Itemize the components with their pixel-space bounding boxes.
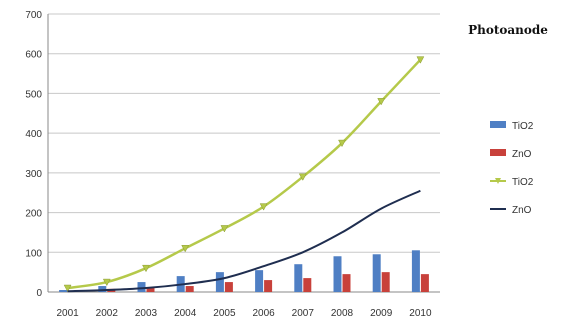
series-line <box>67 189 421 293</box>
y-tick-label: 100 <box>25 248 42 259</box>
x-tick-label: 2008 <box>331 308 354 319</box>
x-tick-label: 2002 <box>96 308 119 319</box>
legend-swatch <box>490 121 506 128</box>
y-tick-label: 200 <box>25 209 42 220</box>
bar <box>98 286 107 292</box>
x-tick-label: 2010 <box>409 308 432 319</box>
x-tick-label: 2001 <box>56 308 79 319</box>
bar <box>224 282 233 292</box>
bar <box>372 254 381 292</box>
y-axis-ticks: 0 100 200 300 400 500 600 700 <box>25 10 42 299</box>
chart-title: Photoanode <box>468 23 548 37</box>
x-tick-label: 2009 <box>370 308 393 319</box>
x-tick-label: 2007 <box>292 308 315 319</box>
grid <box>47 13 440 293</box>
legend-label: TiO2 <box>512 121 534 132</box>
legend-label: ZnO <box>512 149 532 160</box>
line-marker <box>181 245 190 253</box>
legend-marker <box>495 178 501 184</box>
bar <box>146 288 155 292</box>
x-tick-label: 2003 <box>135 308 158 319</box>
legend: TiO2 ZnO TiO2 ZnO <box>490 121 534 216</box>
bar <box>294 264 303 292</box>
x-tick-label: 2005 <box>213 308 236 319</box>
line-marker <box>142 264 150 273</box>
bars <box>59 250 429 292</box>
bar <box>215 272 224 292</box>
x-tick-label: 2006 <box>252 308 275 319</box>
bar <box>381 272 390 292</box>
y-tick-label: 300 <box>25 169 42 180</box>
legend-swatch <box>490 149 506 156</box>
y-tick-label: 400 <box>25 129 42 140</box>
line-marker <box>220 225 229 233</box>
bar <box>420 274 429 292</box>
line-marker <box>338 139 346 148</box>
line-marker <box>63 284 72 293</box>
y-tick-label: 0 <box>36 288 42 299</box>
x-tick-label: 2004 <box>174 308 197 319</box>
line-marker <box>416 56 425 64</box>
bar <box>185 286 194 292</box>
bar <box>303 278 312 292</box>
bar <box>411 250 420 292</box>
y-tick-label: 700 <box>25 10 42 21</box>
line-marker <box>377 98 386 106</box>
bar <box>255 270 264 292</box>
bar <box>59 290 68 292</box>
legend-label: TiO2 <box>512 177 534 188</box>
x-axis-ticks: 2001 2002 2003 2004 2005 2006 2007 2008 2009 2010 <box>56 308 431 319</box>
line-marker <box>102 278 111 287</box>
bar <box>137 282 146 292</box>
y-tick-label: 500 <box>25 89 42 100</box>
series-line <box>67 58 422 290</box>
bar <box>264 280 273 292</box>
bar <box>333 256 342 292</box>
line-marker <box>259 203 268 211</box>
line-marker <box>298 173 307 181</box>
legend-label: ZnO <box>512 205 532 216</box>
lines <box>63 56 425 293</box>
bar <box>342 274 351 292</box>
y-tick-label: 600 <box>25 50 42 61</box>
